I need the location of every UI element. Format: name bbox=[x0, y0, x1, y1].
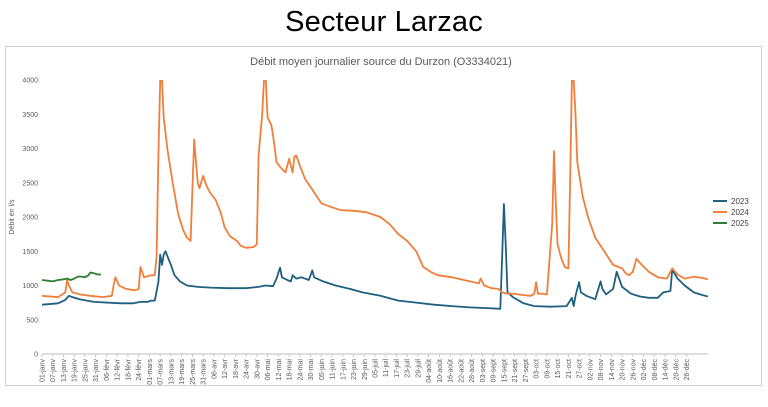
x-tick-label: 11-juin bbox=[330, 359, 337, 380]
x-tick-label: 18-févr bbox=[125, 358, 132, 380]
x-tick-label: 28-août bbox=[469, 359, 476, 383]
x-tick-label: 05-juin bbox=[319, 359, 326, 380]
x-tick-label: 03-sept bbox=[480, 359, 487, 382]
x-tick-label: 12-avr bbox=[222, 358, 229, 379]
y-axis-title: Débit en l/s bbox=[9, 199, 16, 235]
x-tick-label: 27-sept bbox=[523, 359, 530, 382]
x-tick-label: 24-mai bbox=[297, 359, 304, 381]
x-tick-label: 14-déc bbox=[663, 359, 670, 381]
x-tick-label: 07-janv bbox=[50, 359, 57, 382]
y-tick-label: 2000 bbox=[22, 215, 38, 222]
series-group bbox=[42, 80, 708, 310]
x-tick-label: 02-déc bbox=[641, 359, 648, 381]
x-tick-label: 24-févr bbox=[136, 358, 143, 380]
x-tick-label: 22-août bbox=[458, 359, 465, 383]
x-tick-label: 29-juil bbox=[415, 359, 422, 378]
y-tick-label: 500 bbox=[26, 317, 38, 324]
x-tick-label: 30-avr bbox=[254, 358, 261, 379]
x-tick-label: 08-déc bbox=[652, 359, 659, 381]
y-tick-label: 1500 bbox=[22, 249, 38, 256]
y-tick-label: 3000 bbox=[22, 146, 38, 153]
series-line-2025 bbox=[42, 271, 102, 283]
x-tick-label: 18-mai bbox=[287, 359, 294, 381]
x-tick-label: 02-nov bbox=[587, 359, 594, 381]
x-tick-label: 18-avr bbox=[233, 358, 240, 379]
x-tick-label: 10-août bbox=[437, 359, 444, 383]
x-tick-label: 13-mars bbox=[168, 359, 175, 385]
x-tick-label: 21-oct bbox=[566, 359, 573, 379]
y-tick-label: 2500 bbox=[22, 180, 38, 187]
x-tick-label: 08-nov bbox=[598, 359, 605, 381]
x-tick-label: 30-mai bbox=[308, 359, 315, 381]
x-tick-label: 09-oct bbox=[544, 359, 551, 379]
series-line-2023 bbox=[42, 203, 708, 310]
x-tick-label: 26-nov bbox=[630, 359, 637, 381]
x-tick-label: 01-mars bbox=[147, 359, 154, 385]
x-tick-label: 23-juil bbox=[405, 359, 412, 378]
legend: 2023 2024 2025 bbox=[713, 197, 749, 228]
x-tick-label: 09-sept bbox=[491, 359, 498, 382]
x-tick-label: 25-janv bbox=[82, 359, 89, 382]
x-tick-label: 20-nov bbox=[620, 359, 627, 381]
series-line-2024 bbox=[42, 80, 708, 299]
x-tick-label: 14-nov bbox=[609, 359, 616, 381]
x-tick-label: 06-avr bbox=[211, 358, 218, 379]
x-tick-label: 05-juil bbox=[373, 359, 380, 378]
x-tick-label: 17-juin bbox=[340, 359, 347, 380]
x-tick-label: 04-août bbox=[426, 359, 433, 383]
x-tick-label: 25-mars bbox=[190, 359, 197, 385]
x-tick-label: 27-oct bbox=[577, 359, 584, 379]
x-tick-label: 06-févr bbox=[104, 358, 111, 380]
x-tick-label: 26-déc bbox=[684, 359, 691, 381]
y-tick-label: 4000 bbox=[22, 78, 38, 85]
legend-label-2025: 2025 bbox=[731, 219, 749, 228]
x-tick-label: 31-mars bbox=[201, 359, 208, 385]
x-tick-label: 12-mai bbox=[276, 359, 283, 381]
x-tick-label: 23-juin bbox=[351, 359, 358, 380]
x-tick-label: 13-janv bbox=[61, 359, 68, 382]
x-tick-label: 15-sept bbox=[501, 359, 508, 382]
x-axis: 01-janv 07-janv 13-janv 19-janv 25-janv 31-ja… bbox=[40, 353, 708, 385]
x-tick-label: 20-déc bbox=[673, 359, 680, 381]
legend-label-2024: 2024 bbox=[731, 208, 749, 217]
x-tick-label: 15-oct bbox=[555, 359, 562, 379]
x-tick-label: 12-févr bbox=[115, 358, 122, 380]
x-tick-label: 11-juil bbox=[383, 359, 390, 378]
x-tick-label: 31-janv bbox=[93, 359, 100, 382]
x-tick-label: 29-juin bbox=[362, 359, 369, 380]
x-tick-label: 19-mars bbox=[179, 359, 186, 385]
x-tick-label: 16-août bbox=[448, 359, 455, 383]
x-tick-label: 19-janv bbox=[72, 359, 79, 382]
y-tick-label: 1000 bbox=[22, 283, 38, 290]
x-tick-label: 01-janv bbox=[40, 359, 47, 382]
y-tick-label: 3500 bbox=[22, 112, 38, 119]
x-tick-label: 24-avr bbox=[244, 358, 251, 379]
x-tick-label: 17-juil bbox=[394, 359, 401, 378]
x-tick-label: 06-mai bbox=[265, 359, 272, 381]
chart-frame bbox=[5, 46, 762, 386]
x-tick-label: 03-oct bbox=[534, 359, 541, 379]
y-axis: 0 500 1000 1500 2000 2500 3000 3500 4000 bbox=[22, 78, 38, 359]
x-tick-label: 07-mars bbox=[158, 359, 165, 385]
x-tick-label: 21-sept bbox=[512, 359, 519, 382]
slide-heading: Secteur Larzac bbox=[285, 6, 483, 38]
chart-title: Débit moyen journalier source du Durzon … bbox=[250, 56, 512, 68]
y-tick-label: 0 bbox=[34, 352, 38, 359]
legend-label-2023: 2023 bbox=[731, 197, 749, 206]
